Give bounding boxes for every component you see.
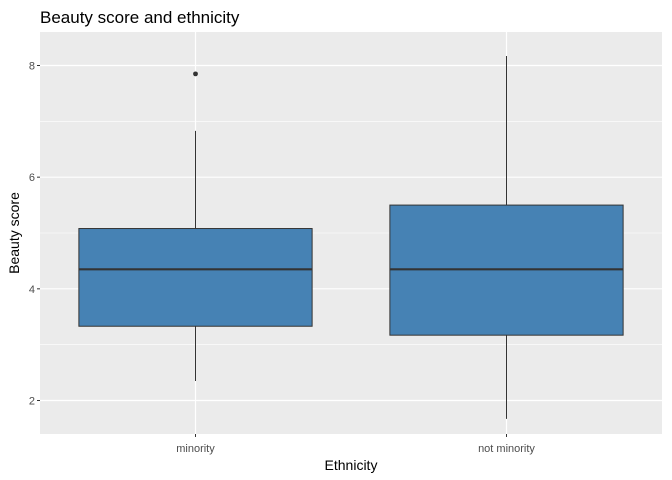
axis-ticks: 2 4 6 8 minority not minority (29, 61, 536, 456)
y-tick-label: 4 (29, 284, 35, 296)
boxes (78, 56, 624, 419)
x-axis-title: Ethnicity (325, 457, 378, 473)
chart-title: Beauty score and ethnicity (40, 8, 240, 27)
y-tick-label: 6 (29, 172, 35, 184)
y-tick-label: 8 (29, 61, 35, 73)
outlier-point (193, 71, 198, 77)
y-axis-title: Beauty score (6, 192, 22, 274)
x-tick-label: minority (176, 443, 215, 455)
box-minority (78, 71, 313, 381)
box-not-minority (389, 56, 624, 419)
y-tick-label: 2 (29, 396, 35, 408)
box-iqr (78, 228, 313, 327)
x-tick-label: not minority (478, 443, 535, 455)
